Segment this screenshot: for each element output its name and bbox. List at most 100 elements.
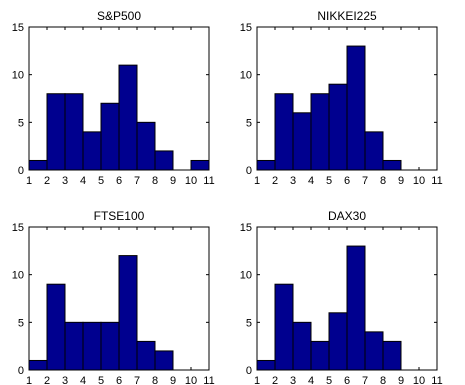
y-tick-label: 15 <box>240 222 252 234</box>
y-tick-label: 10 <box>12 70 24 82</box>
bar <box>328 312 348 371</box>
bar <box>364 331 384 371</box>
x-tick-label: 1 <box>26 175 32 187</box>
x-tick-label: 2 <box>44 375 50 385</box>
bar <box>292 321 312 371</box>
x-tick-label: 4 <box>80 175 86 187</box>
x-tick-label: 1 <box>254 175 260 187</box>
x-tick-label: 7 <box>362 375 368 385</box>
bar <box>256 159 276 171</box>
bar <box>364 131 384 171</box>
x-tick-label: 4 <box>80 375 86 385</box>
x-tick-label: 6 <box>344 375 350 385</box>
bar <box>346 45 366 171</box>
y-tick-label: 15 <box>12 222 24 234</box>
bar <box>136 121 156 171</box>
chart-dax30: DAX30 1 2 3 4 5 6 7 8 9 10 11 0 5 10 15 <box>240 209 443 385</box>
x-tick-label: 5 <box>98 175 104 187</box>
x-tick-label: 7 <box>134 175 140 187</box>
bar <box>382 159 402 171</box>
bar <box>46 283 66 371</box>
bar <box>28 159 48 171</box>
x-tick-label: 11 <box>431 375 442 385</box>
bar <box>382 340 402 371</box>
x-tick-label: 11 <box>431 175 442 187</box>
bar <box>118 64 138 171</box>
x-tick-label: 5 <box>326 375 332 385</box>
y-tick-label: 5 <box>18 117 24 129</box>
x-tick-label: 7 <box>134 375 140 385</box>
x-tick-label: 6 <box>116 375 122 385</box>
x-tick-label: 11 <box>203 175 214 187</box>
y-tick-label: 15 <box>12 22 24 34</box>
bar <box>190 159 210 171</box>
bar <box>118 255 138 371</box>
x-tick-label: 3 <box>62 375 68 385</box>
x-tick-label: 4 <box>308 375 314 385</box>
y-tick-label: 15 <box>240 22 252 34</box>
x-tick-label: 4 <box>308 175 314 187</box>
bar <box>154 150 174 171</box>
x-tick-label: 8 <box>152 375 158 385</box>
x-tick-label: 3 <box>62 175 68 187</box>
bar <box>136 340 156 371</box>
x-tick-label: 8 <box>152 175 158 187</box>
y-tick-label: 10 <box>240 70 252 82</box>
y-tick-label: 0 <box>246 365 252 377</box>
x-tick-label: 3 <box>290 175 296 187</box>
x-tick-label: 8 <box>380 175 386 187</box>
chart-title: DAX30 <box>328 209 366 223</box>
chart-ftse100: FTSE100 1 2 3 4 5 6 7 8 9 10 11 0 5 10 15 <box>12 209 215 385</box>
x-tick-label: 7 <box>362 175 368 187</box>
y-tick-label: 10 <box>240 270 252 282</box>
x-tick-label: 9 <box>398 175 404 187</box>
x-tick-label: 1 <box>254 375 260 385</box>
y-tick-label: 10 <box>12 270 24 282</box>
bar <box>346 245 366 371</box>
x-tick-label: 2 <box>44 175 50 187</box>
y-tick-label: 0 <box>18 165 24 177</box>
x-tick-label: 10 <box>413 175 425 187</box>
bar <box>256 359 276 371</box>
chart-title: NIKKEI225 <box>317 9 377 23</box>
bar <box>82 131 102 171</box>
y-tick-label: 5 <box>18 317 24 329</box>
bar <box>64 93 84 171</box>
x-tick-label: 10 <box>185 175 197 187</box>
x-tick-label: 6 <box>116 175 122 187</box>
y-tick-label: 5 <box>246 117 252 129</box>
x-tick-label: 8 <box>380 375 386 385</box>
x-tick-label: 1 <box>26 375 32 385</box>
bar <box>64 321 84 371</box>
chart-title: S&P500 <box>97 9 141 23</box>
x-tick-label: 10 <box>185 375 197 385</box>
bar <box>28 359 48 371</box>
y-tick-label: 5 <box>246 317 252 329</box>
x-tick-label: 3 <box>290 375 296 385</box>
x-tick-label: 10 <box>413 375 425 385</box>
x-tick-label: 5 <box>98 375 104 385</box>
x-tick-label: 9 <box>170 175 176 187</box>
bar <box>292 112 312 171</box>
x-tick-label: 11 <box>203 375 214 385</box>
x-tick-label: 5 <box>326 175 332 187</box>
bar <box>82 321 102 371</box>
bar <box>328 83 348 171</box>
bar <box>154 350 174 371</box>
bar <box>310 340 330 371</box>
x-tick-label: 2 <box>272 175 278 187</box>
x-tick-label: 9 <box>398 375 404 385</box>
x-tick-label: 9 <box>170 375 176 385</box>
x-tick-label: 2 <box>272 375 278 385</box>
chart-title: FTSE100 <box>94 209 145 223</box>
bar <box>310 93 330 171</box>
bar <box>274 93 294 171</box>
bar <box>100 102 120 171</box>
y-tick-label: 0 <box>246 165 252 177</box>
bar <box>100 321 120 371</box>
bar <box>46 93 66 171</box>
bar <box>274 283 294 371</box>
